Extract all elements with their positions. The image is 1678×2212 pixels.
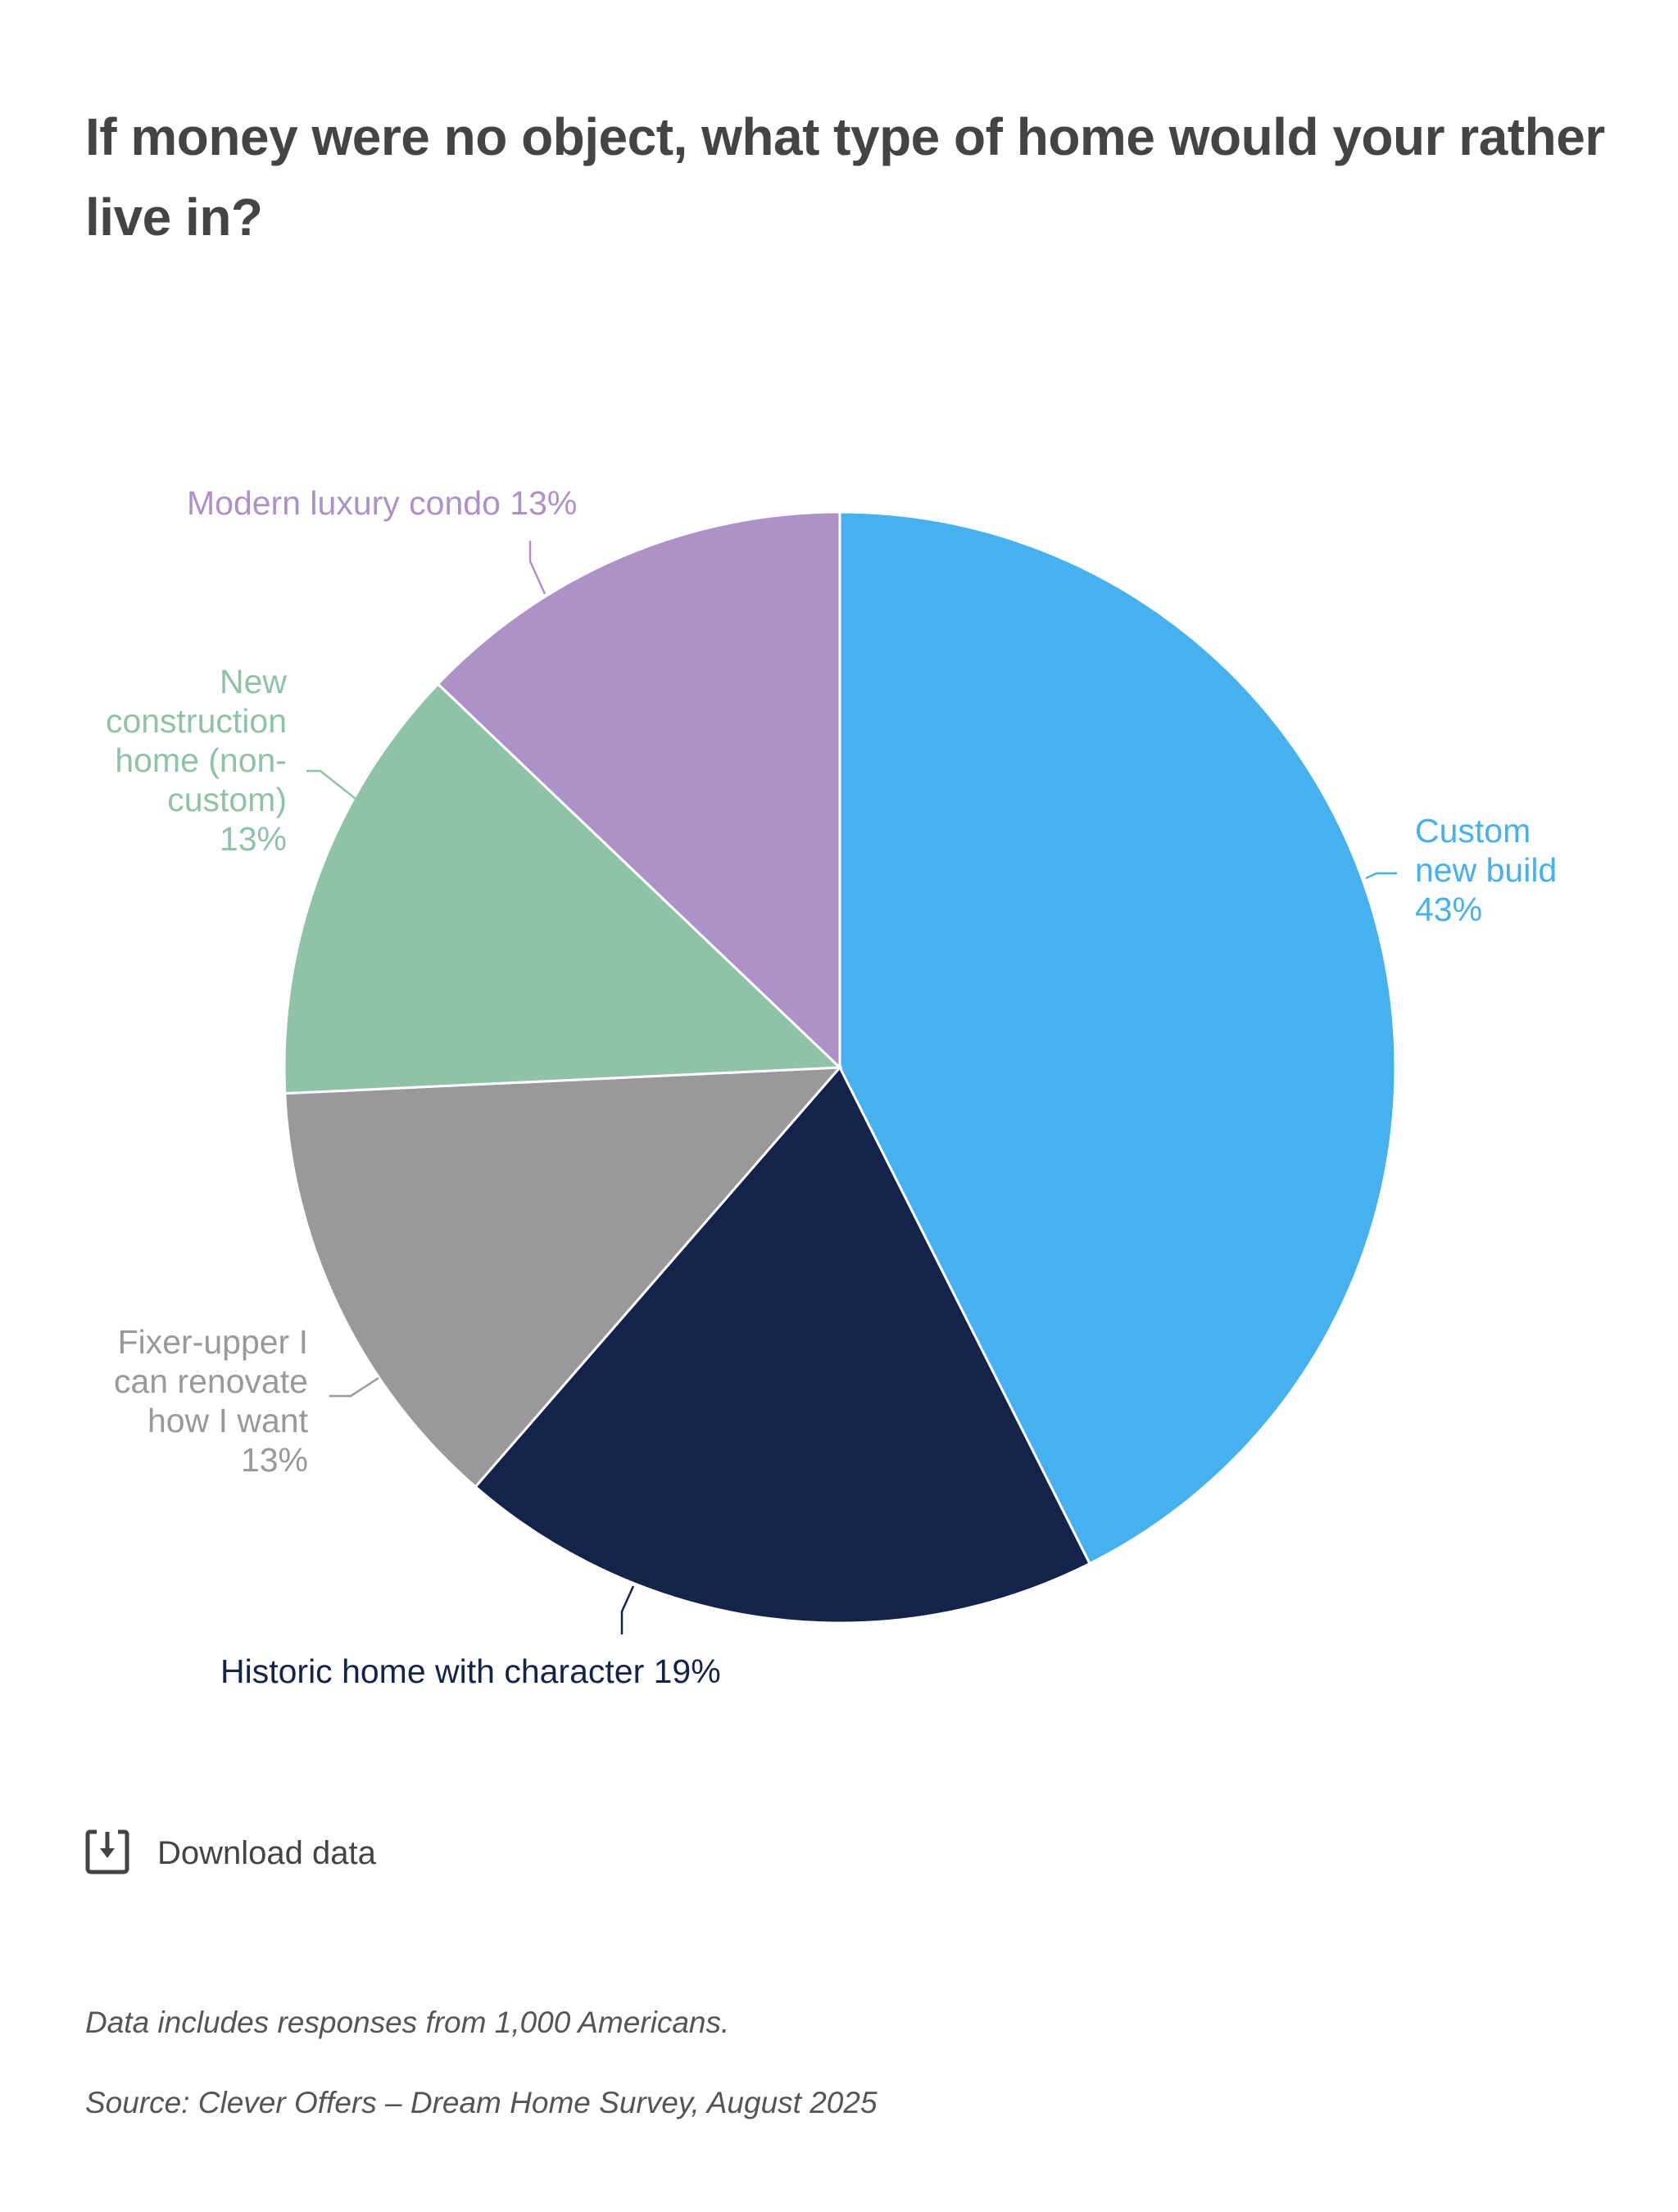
- label-line: Fixer-upper I: [117, 1323, 308, 1361]
- pie-slice-modern-luxury-condo: [436, 510, 841, 1071]
- chart-title: If money were no object, what type of ho…: [85, 107, 1605, 247]
- leader-line-historic: [620, 1585, 635, 1634]
- pie-slice-new-construction-home-non-custom: [283, 682, 843, 1095]
- label-line: how I want: [147, 1402, 308, 1439]
- pie-slice-custom-new-build: [838, 510, 1397, 1566]
- data-label-modern-condo: Modern luxury condo 13%: [187, 483, 577, 523]
- leader-line-custom: [1365, 872, 1397, 880]
- download-icon: [85, 1829, 129, 1879]
- footer-source: Source: Clever Offers – Dream Home Surve…: [85, 2086, 878, 2119]
- label-line: 13%: [240, 1441, 308, 1479]
- label-line: Modern luxury condo 13%: [187, 484, 578, 522]
- download-data-button[interactable]: Download data: [85, 1829, 376, 1879]
- leader-line-condo: [528, 541, 546, 595]
- label-line: can renovate: [113, 1362, 308, 1400]
- download-data-label: Download data: [157, 1835, 376, 1871]
- leader-line-fixer: [329, 1376, 379, 1398]
- leader-line-new-construction: [306, 769, 356, 800]
- label-line: 43%: [1415, 891, 1483, 928]
- data-label-new-construction: New construction home (non- custom) 13%: [106, 662, 287, 859]
- label-line: New: [219, 663, 287, 700]
- label-line: Custom: [1415, 812, 1531, 850]
- data-label-fixer-upper: Fixer-upper I can renovate how I want 13…: [114, 1322, 308, 1480]
- label-line: construction: [105, 702, 287, 740]
- label-line: new build: [1415, 851, 1558, 889]
- data-label-historic-home: Historic home with character 19%: [220, 1652, 721, 1691]
- footer-note: Data includes responses from 1,000 Ameri…: [85, 2006, 730, 2039]
- label-line: home (non-: [115, 741, 287, 779]
- label-line: 13%: [219, 820, 287, 858]
- data-label-custom-new-build: Custom new build 43%: [1415, 811, 1557, 929]
- label-line: Historic home with character 19%: [220, 1652, 721, 1690]
- pie-slice-fixer-upper-i-can-renovate-how-i-want: [283, 1066, 843, 1489]
- pie-slice-historic-home-with-character: [474, 1065, 1091, 1625]
- label-line: custom): [167, 781, 287, 818]
